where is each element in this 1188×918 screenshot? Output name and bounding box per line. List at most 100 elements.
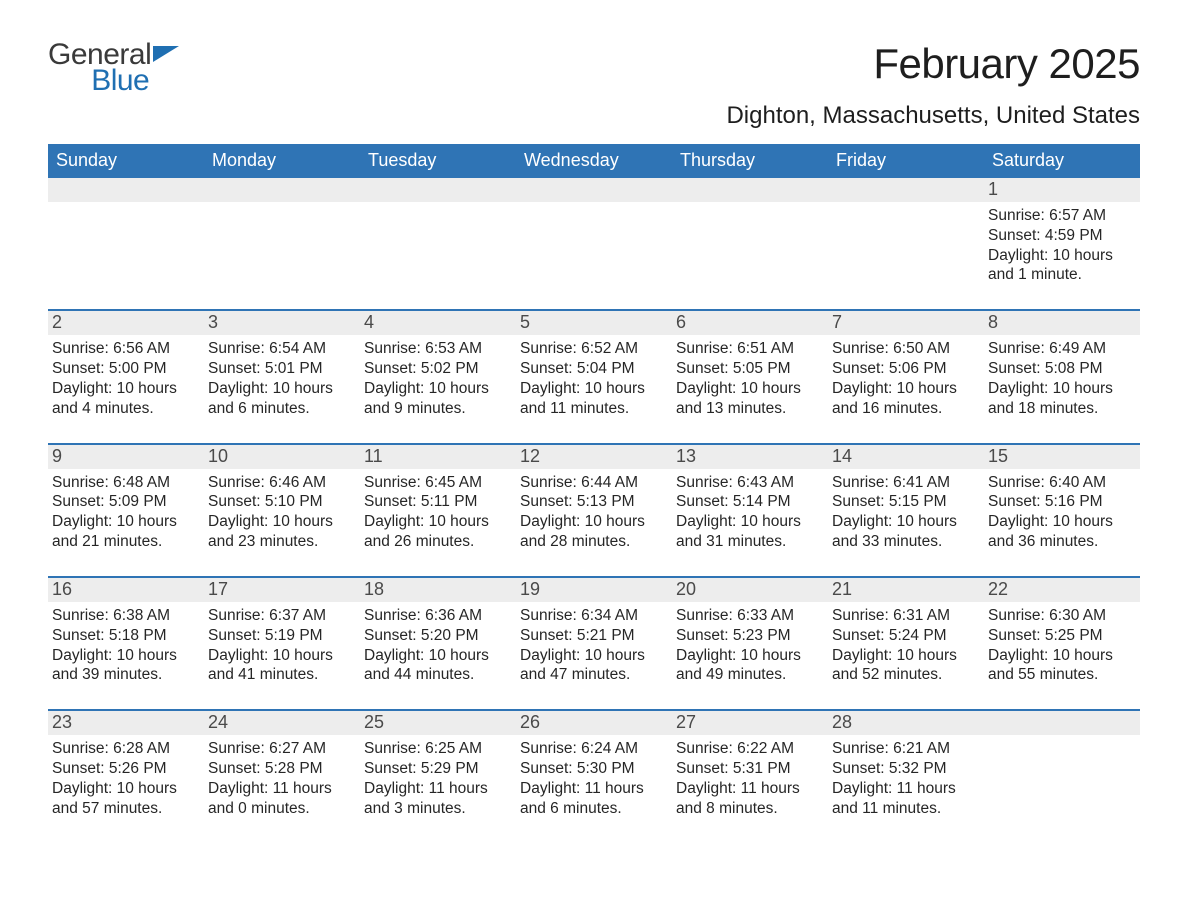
sunrise-text: Sunrise: 6:45 AM <box>364 473 510 493</box>
sunrise-text: Sunrise: 6:41 AM <box>832 473 978 493</box>
sunset-text: Sunset: 5:28 PM <box>208 759 354 779</box>
day-details: Sunrise: 6:33 AMSunset: 5:23 PMDaylight:… <box>674 606 822 685</box>
daylight-text: Daylight: 10 hours <box>832 512 978 532</box>
daylight-text: Daylight: 10 hours <box>364 646 510 666</box>
daylight-text-2: and 31 minutes. <box>676 532 822 552</box>
day-cell: 13Sunrise: 6:43 AMSunset: 5:14 PMDayligh… <box>672 445 828 558</box>
sunrise-text: Sunrise: 6:36 AM <box>364 606 510 626</box>
sunset-text: Sunset: 5:09 PM <box>52 492 198 512</box>
day-details: Sunrise: 6:37 AMSunset: 5:19 PMDaylight:… <box>206 606 354 685</box>
daylight-text: Daylight: 10 hours <box>832 379 978 399</box>
day-cell: 14Sunrise: 6:41 AMSunset: 5:15 PMDayligh… <box>828 445 984 558</box>
sunset-text: Sunset: 5:23 PM <box>676 626 822 646</box>
sunset-text: Sunset: 5:20 PM <box>364 626 510 646</box>
day-details: Sunrise: 6:21 AMSunset: 5:32 PMDaylight:… <box>830 739 978 818</box>
daylight-text: Daylight: 10 hours <box>988 379 1134 399</box>
day-cell: 12Sunrise: 6:44 AMSunset: 5:13 PMDayligh… <box>516 445 672 558</box>
sunset-text: Sunset: 5:14 PM <box>676 492 822 512</box>
day-number <box>828 178 984 202</box>
day-number: 6 <box>672 311 828 335</box>
daylight-text-2: and 0 minutes. <box>208 799 354 819</box>
daylight-text-2: and 36 minutes. <box>988 532 1134 552</box>
sunset-text: Sunset: 5:19 PM <box>208 626 354 646</box>
day-number: 28 <box>828 711 984 735</box>
day-cell: 23 Sunrise: 6:28 AMSunset: 5:26 PMDayligh… <box>48 711 204 824</box>
sunrise-text: Sunrise: 6:22 AM <box>676 739 822 759</box>
day-number: 23 <box>48 711 204 735</box>
day-details: Sunrise: 6:24 AMSunset: 5:30 PMDaylight:… <box>518 739 666 818</box>
sunset-text: Sunset: 4:59 PM <box>988 226 1134 246</box>
day-details: Sunrise: 6:45 AMSunset: 5:11 PMDaylight:… <box>362 473 510 552</box>
day-cell: 28 Sunrise: 6:21 AMSunset: 5:32 PMDayligh… <box>828 711 984 824</box>
sunrise-text: Sunrise: 6:31 AM <box>832 606 978 626</box>
day-number <box>48 178 204 202</box>
sunrise-text: Sunrise: 6:40 AM <box>988 473 1134 493</box>
day-details: Sunrise: 6:36 AMSunset: 5:20 PMDaylight:… <box>362 606 510 685</box>
day-number: 16 <box>48 578 204 602</box>
sunset-text: Sunset: 5:26 PM <box>52 759 198 779</box>
sunrise-text: Sunrise: 6:33 AM <box>676 606 822 626</box>
daylight-text: Daylight: 10 hours <box>208 512 354 532</box>
daylight-text: Daylight: 10 hours <box>208 379 354 399</box>
dow-tuesday: Tuesday <box>360 144 516 178</box>
day-details: Sunrise: 6:22 AMSunset: 5:31 PMDaylight:… <box>674 739 822 818</box>
day-details: Sunrise: 6:41 AMSunset: 5:15 PMDaylight:… <box>830 473 978 552</box>
week-row: 23 Sunrise: 6:28 AMSunset: 5:26 PMDayligh… <box>48 709 1140 824</box>
day-number: 22 <box>984 578 1140 602</box>
sunrise-text: Sunrise: 6:46 AM <box>208 473 354 493</box>
day-cell: 26Sunrise: 6:24 AMSunset: 5:30 PMDayligh… <box>516 711 672 824</box>
sunrise-text: Sunrise: 6:37 AM <box>208 606 354 626</box>
daylight-text-2: and 26 minutes. <box>364 532 510 552</box>
day-of-week-header: Sunday Monday Tuesday Wednesday Thursday… <box>48 144 1140 178</box>
day-cell: 19Sunrise: 6:34 AMSunset: 5:21 PMDayligh… <box>516 578 672 691</box>
daylight-text-2: and 11 minutes. <box>520 399 666 419</box>
day-cell: 1Sunrise: 6:57 AMSunset: 4:59 PMDaylight… <box>984 178 1140 291</box>
daylight-text: Daylight: 10 hours <box>52 379 198 399</box>
dow-sunday: Sunday <box>48 144 204 178</box>
daylight-text: Daylight: 11 hours <box>208 779 354 799</box>
daylight-text-2: and 55 minutes. <box>988 665 1134 685</box>
day-details: Sunrise: 6:34 AMSunset: 5:21 PMDaylight:… <box>518 606 666 685</box>
sunset-text: Sunset: 5:11 PM <box>364 492 510 512</box>
daylight-text: Daylight: 10 hours <box>676 379 822 399</box>
week-row: 1Sunrise: 6:57 AMSunset: 4:59 PMDaylight… <box>48 178 1140 291</box>
day-details: Sunrise: 6:27 AMSunset: 5:28 PMDaylight:… <box>206 739 354 818</box>
daylight-text-2: and 11 minutes. <box>832 799 978 819</box>
daylight-text-2: and 3 minutes. <box>364 799 510 819</box>
day-number: 8 <box>984 311 1140 335</box>
brand-text: General Blue <box>48 40 151 96</box>
day-cell: 24 Sunrise: 6:27 AMSunset: 5:28 PMDayligh… <box>204 711 360 824</box>
day-details: Sunrise: 6:28 AMSunset: 5:26 PMDaylight:… <box>50 739 198 818</box>
daylight-text: Daylight: 11 hours <box>832 779 978 799</box>
dow-wednesday: Wednesday <box>516 144 672 178</box>
day-cell: 15 Sunrise: 6:40 AMSunset: 5:16 PMDayligh… <box>984 445 1140 558</box>
sunset-text: Sunset: 5:08 PM <box>988 359 1134 379</box>
day-details: Sunrise: 6:38 AMSunset: 5:18 PMDaylight:… <box>50 606 198 685</box>
day-number: 27 <box>672 711 828 735</box>
daylight-text-2: and 9 minutes. <box>364 399 510 419</box>
day-cell: 5Sunrise: 6:52 AMSunset: 5:04 PMDaylight… <box>516 311 672 424</box>
daylight-text-2: and 44 minutes. <box>364 665 510 685</box>
day-cell: 18Sunrise: 6:36 AMSunset: 5:20 PMDayligh… <box>360 578 516 691</box>
day-cell: 17Sunrise: 6:37 AMSunset: 5:19 PMDayligh… <box>204 578 360 691</box>
day-cell: 9Sunrise: 6:48 AMSunset: 5:09 PMDaylight… <box>48 445 204 558</box>
sunset-text: Sunset: 5:24 PM <box>832 626 978 646</box>
day-cell: 25Sunrise: 6:25 AMSunset: 5:29 PMDayligh… <box>360 711 516 824</box>
day-details: Sunrise: 6:40 AMSunset: 5:16 PMDaylight:… <box>986 473 1134 552</box>
dow-friday: Friday <box>828 144 984 178</box>
sunrise-text: Sunrise: 6:54 AM <box>208 339 354 359</box>
daylight-text-2: and 21 minutes. <box>52 532 198 552</box>
brand-flag-icon <box>153 44 179 64</box>
sunset-text: Sunset: 5:10 PM <box>208 492 354 512</box>
sunset-text: Sunset: 5:13 PM <box>520 492 666 512</box>
sunrise-text: Sunrise: 6:51 AM <box>676 339 822 359</box>
day-number: 24 <box>204 711 360 735</box>
title-block: February 2025 Dighton, Massachusetts, Un… <box>726 40 1140 130</box>
month-title: February 2025 <box>726 40 1140 88</box>
daylight-text-2: and 23 minutes. <box>208 532 354 552</box>
day-number <box>672 178 828 202</box>
day-number: 15 <box>984 445 1140 469</box>
week-row: 9Sunrise: 6:48 AMSunset: 5:09 PMDaylight… <box>48 443 1140 558</box>
day-details: Sunrise: 6:52 AMSunset: 5:04 PMDaylight:… <box>518 339 666 418</box>
sunrise-text: Sunrise: 6:24 AM <box>520 739 666 759</box>
